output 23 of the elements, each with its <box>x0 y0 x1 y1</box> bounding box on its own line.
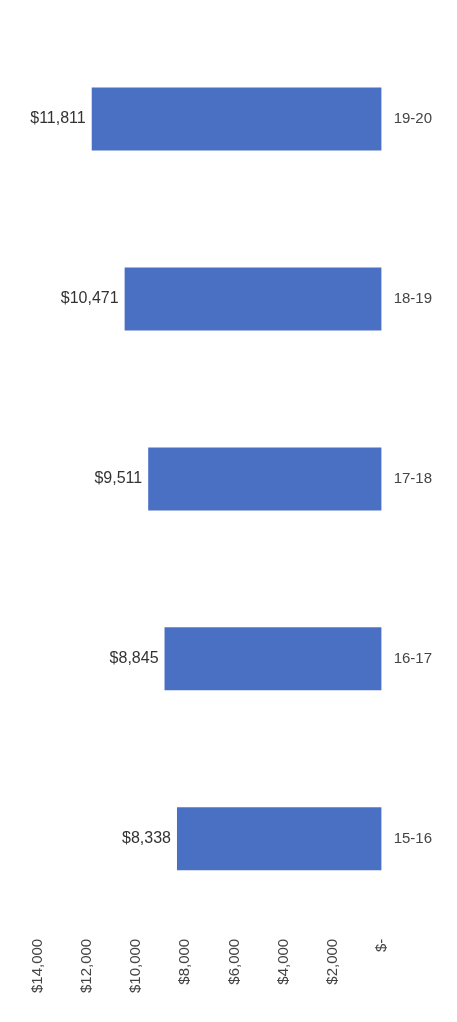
x-tick-label: $- <box>371 938 389 953</box>
x-tick-label: $2,000 <box>322 938 340 985</box>
bar <box>124 267 382 331</box>
data-label: $8,338 <box>122 829 172 847</box>
data-label: $8,845 <box>109 649 159 667</box>
y-tick-label: 17-18 <box>393 469 433 487</box>
bar <box>148 447 382 511</box>
bar <box>164 627 382 691</box>
data-label: $11,811 <box>30 109 86 127</box>
y-tick-label: 15-16 <box>393 828 433 846</box>
y-tick-label: 16-17 <box>393 648 433 666</box>
x-tick-label: $10,000 <box>126 938 144 994</box>
y-tick-label: 18-19 <box>393 289 433 307</box>
data-label: $10,471 <box>60 289 119 307</box>
x-tick-label: $4,000 <box>273 938 291 985</box>
bar <box>91 87 382 151</box>
data-label: $9,511 <box>94 469 143 487</box>
x-tick-label: $14,000 <box>28 938 46 994</box>
y-tick-label: 19-20 <box>393 109 433 127</box>
x-tick-label: $8,000 <box>175 938 193 985</box>
bar <box>176 807 382 871</box>
x-tick-label: $12,000 <box>77 938 95 994</box>
x-tick-label: $6,000 <box>224 938 242 985</box>
